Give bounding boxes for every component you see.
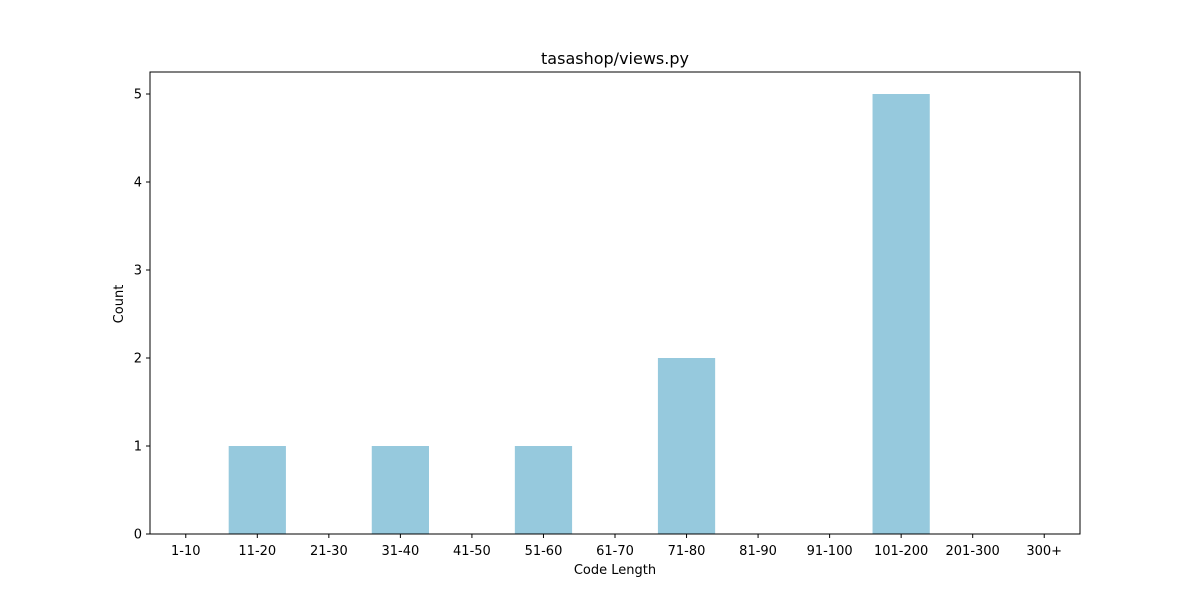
y-ticks-group: 0 1 2 3 4 5 xyxy=(134,88,150,543)
chart-title: tasashop/views.py xyxy=(541,49,689,68)
bar-101-200 xyxy=(872,94,930,534)
x-tick-label: 81-90 xyxy=(739,544,777,559)
x-tick-label: 101-200 xyxy=(874,544,928,559)
y-tick-label: 2 xyxy=(134,352,142,367)
x-tick-label: 31-40 xyxy=(381,544,419,559)
x-tick-label: 71-80 xyxy=(668,544,706,559)
x-ticks-group: 1-10 11-20 21-30 31-40 41-50 51-60 61-70 71-80 8… xyxy=(171,534,1062,559)
x-tick-label: 201-300 xyxy=(946,544,1000,559)
y-tick-label: 5 xyxy=(134,88,142,103)
y-axis-label: Count xyxy=(112,285,127,324)
x-tick-label: 51-60 xyxy=(525,544,563,559)
y-tick-label: 1 xyxy=(134,440,142,455)
bars-group xyxy=(228,94,930,534)
y-tick-label: 0 xyxy=(134,528,142,543)
x-tick-label: 1-10 xyxy=(171,544,201,559)
x-tick-label: 41-50 xyxy=(453,544,491,559)
y-tick-label: 4 xyxy=(134,176,142,191)
y-tick-label: 3 xyxy=(134,264,142,279)
bar-31-40 xyxy=(371,446,429,534)
x-tick-label: 91-100 xyxy=(807,544,853,559)
bar-51-60 xyxy=(514,446,573,534)
bar-71-80 xyxy=(657,358,716,534)
x-tick-label: 61-70 xyxy=(596,544,634,559)
x-tick-label: 11-20 xyxy=(238,544,276,559)
bar-11-20 xyxy=(228,446,286,534)
x-tick-label: 300+ xyxy=(1026,544,1062,559)
x-axis-label: Code Length xyxy=(574,563,656,578)
x-tick-label: 21-30 xyxy=(310,544,348,559)
plot-frame xyxy=(149,71,1081,535)
